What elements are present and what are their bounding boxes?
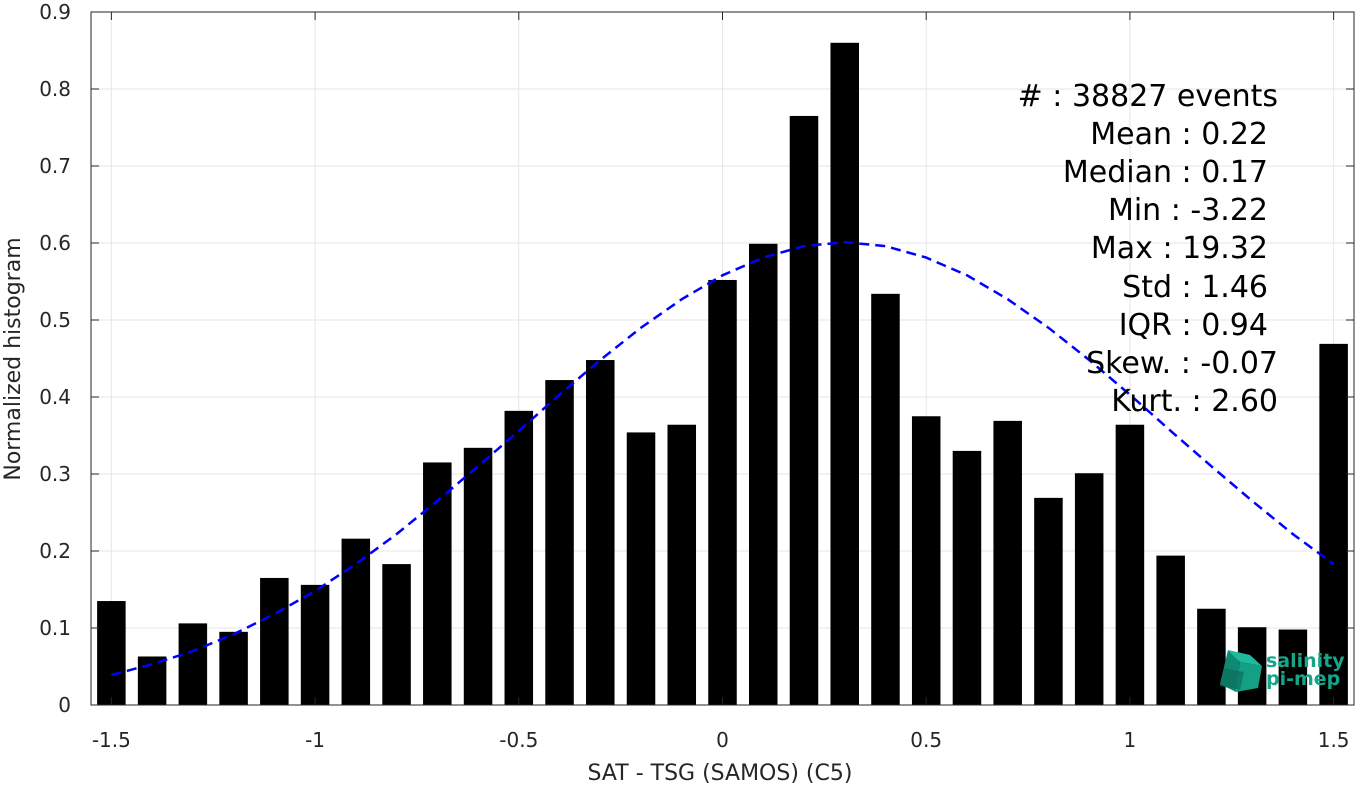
y-tick-label: 0.2: [39, 539, 71, 563]
histogram-bar: [871, 293, 900, 705]
histogram-bar: [504, 410, 534, 705]
stat-events: # : 38827 events: [1018, 79, 1278, 114]
stat-max: Max : 19.32: [1091, 231, 1268, 266]
y-tick-label: 0.1: [39, 616, 71, 640]
stat-mean: Mean : 0.22: [1090, 117, 1268, 152]
histogram-bar: [586, 360, 615, 705]
y-axis-label: Normalized histogram: [1, 237, 26, 480]
y-tick-label: 0.8: [39, 77, 71, 101]
histogram-bar: [830, 42, 859, 706]
histogram-bar: [1319, 343, 1348, 705]
normal-fit-curve: [111, 240, 1335, 677]
histogram-bar: [626, 432, 656, 705]
histogram-bar: [993, 420, 1022, 705]
y-tick-label: 0.5: [39, 308, 71, 332]
histogram-bar: [708, 279, 737, 705]
histogram-bar: [1034, 497, 1063, 705]
stat-min: Min : -3.22: [1108, 193, 1268, 228]
x-tick-label: -1: [305, 728, 325, 752]
histogram-bar: [423, 462, 452, 705]
y-tick-label: 0.9: [39, 0, 71, 24]
histogram-bar: [1278, 629, 1308, 705]
stat-iqr: IQR : 0.94: [1119, 308, 1268, 343]
histogram-bar: [382, 564, 411, 705]
histogram-bar: [1197, 608, 1226, 705]
histogram-bar: [137, 656, 167, 705]
stat-skew: Skew. : -0.07: [1086, 346, 1278, 381]
statistics-annotations: # : 38827 events Mean : 0.22 Median : 0.…: [1018, 79, 1278, 419]
normal-fit-line: [111, 240, 1335, 677]
x-tick-label: -0.5: [499, 728, 538, 752]
x-tick-label: 0: [716, 728, 729, 752]
histogram-bar: [300, 584, 330, 705]
histogram-bar: [545, 380, 574, 705]
logo-text-salinity: salinity: [1266, 650, 1345, 672]
histogram-bar: [1115, 424, 1145, 705]
histogram-bar: [97, 601, 126, 705]
y-tick-label: 0.4: [39, 385, 71, 409]
y-tick-labels: 0 0.1 0.2 0.3 0.4 0.5 0.6 0.7 0.8 0.9: [39, 0, 71, 717]
y-tick-label: 0.3: [39, 462, 71, 486]
histogram-bar: [219, 631, 248, 705]
y-tick-label: 0.7: [39, 154, 71, 178]
histogram-bar: [789, 115, 819, 705]
x-tick-label: -1.5: [92, 728, 131, 752]
plot-axes: [90, 11, 1355, 706]
x-axis-label: SAT - TSG (SAMOS) (C5): [588, 761, 853, 785]
histogram-bar: [260, 577, 289, 705]
x-tick-label: 0.5: [910, 728, 942, 752]
x-tick-labels: -1.5 -1 -0.5 0 0.5 1 1.5: [92, 728, 1350, 752]
y-tick-label: 0: [58, 693, 71, 717]
stat-kurt: Kurt. : 2.60: [1111, 384, 1278, 419]
histogram-bar: [911, 416, 941, 705]
histogram-bar: [1074, 473, 1104, 705]
histogram-bar: [463, 447, 493, 705]
histogram-bar: [341, 538, 371, 705]
logo-text-pimep: pi-mep: [1266, 668, 1340, 690]
x-tick-label: 1.5: [1318, 728, 1350, 752]
histogram-bar: [178, 623, 208, 705]
stat-std: Std : 1.46: [1122, 270, 1268, 305]
stat-median: Median : 0.17: [1063, 155, 1268, 190]
histogram-bar: [667, 424, 697, 705]
histogram-bar: [748, 243, 778, 705]
cube-icon: [1220, 650, 1262, 692]
histogram-bar: [952, 450, 982, 705]
salinity-pimep-logo: salinity pi-mep: [1220, 650, 1345, 692]
histogram-bar: [1156, 555, 1185, 705]
histogram-bars: [97, 42, 1348, 706]
x-tick-label: 1: [1124, 728, 1137, 752]
y-tick-label: 0.6: [39, 231, 71, 255]
